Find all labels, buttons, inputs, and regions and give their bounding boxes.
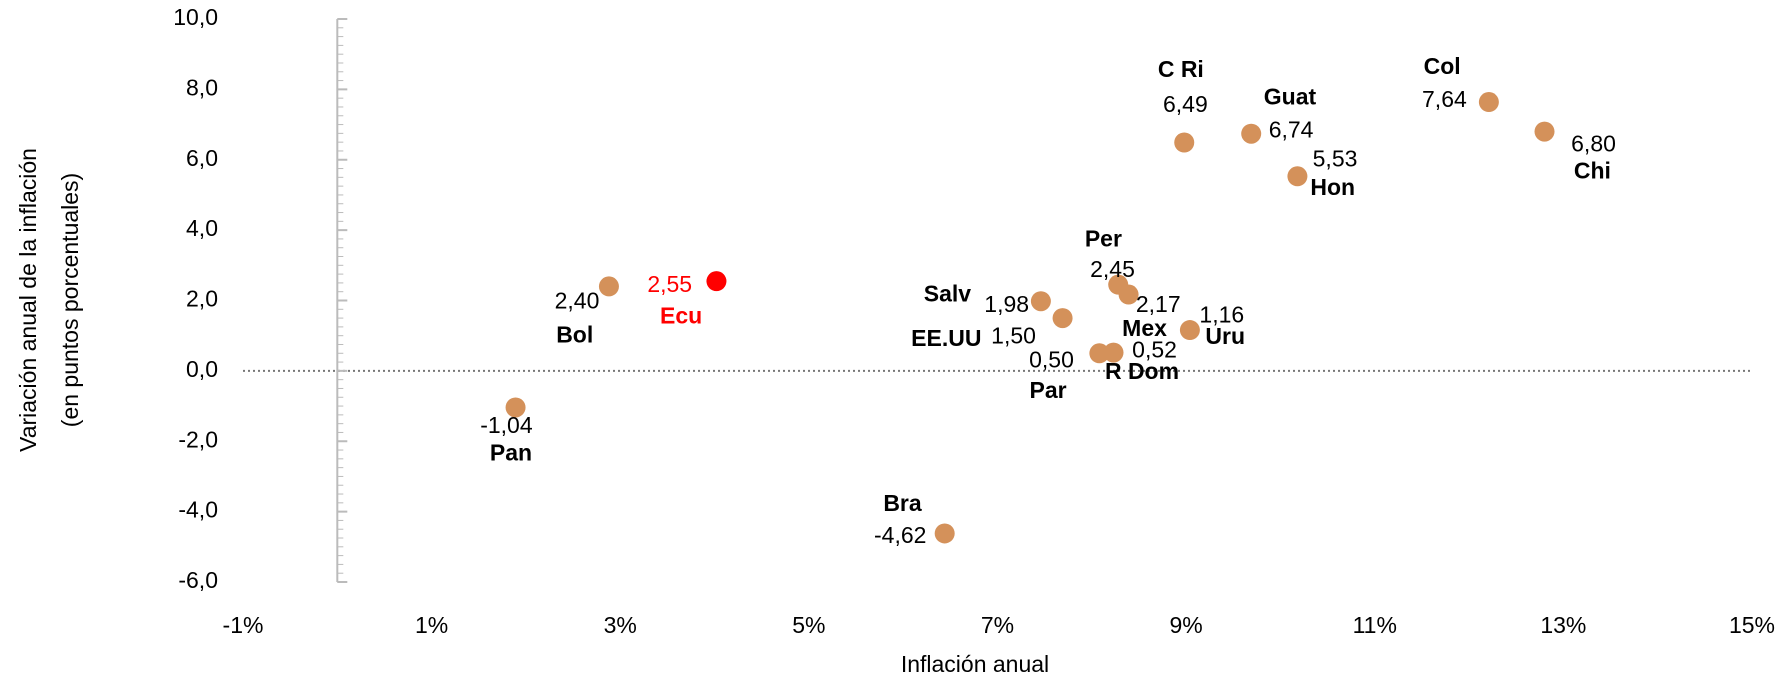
y-axis-title: Variación anual de la inflación — [15, 148, 41, 452]
point — [1287, 166, 1308, 187]
value-label: 2,17 — [1136, 291, 1181, 317]
point — [1030, 291, 1051, 312]
y-tick-label: 0,0 — [186, 356, 218, 382]
value-label: 0,52 — [1132, 337, 1177, 363]
value-label: 6,80 — [1571, 130, 1616, 156]
point-name: Bra — [883, 490, 922, 516]
x-tick-label: 5% — [792, 612, 825, 638]
x-tick-label: 9% — [1170, 612, 1203, 638]
value-label: 2,45 — [1090, 256, 1135, 282]
point-name: Salv — [924, 281, 972, 307]
x-tick-label: 13% — [1540, 612, 1586, 638]
point — [934, 523, 955, 544]
x-tick-label: 15% — [1729, 612, 1775, 638]
value-label: 7,64 — [1422, 86, 1467, 112]
y-tick-label: 8,0 — [186, 74, 218, 100]
value-label: 2,40 — [555, 287, 600, 313]
y-tick-label: -6,0 — [178, 567, 218, 593]
point — [1179, 320, 1200, 341]
y-tick-label: 2,0 — [186, 286, 218, 312]
point-name: Bol — [556, 322, 593, 348]
point — [1103, 342, 1124, 363]
y-tick-label: 10,0 — [173, 4, 218, 30]
x-tick-label: 3% — [604, 612, 637, 638]
y-axis-title: (en puntos porcentuales) — [57, 173, 83, 427]
value-label: 0,50 — [1029, 346, 1074, 372]
point-name: C Ri — [1158, 56, 1204, 82]
point-name: Par — [1030, 377, 1067, 403]
point-name: Chi — [1574, 158, 1611, 184]
value-label: 6,49 — [1163, 91, 1208, 117]
point-name: Mex — [1122, 315, 1167, 341]
y-tick-label: 6,0 — [186, 145, 218, 171]
y-tick-label: 4,0 — [186, 215, 218, 241]
value-label: 1,98 — [984, 291, 1029, 317]
x-tick-label: 7% — [981, 612, 1014, 638]
point — [1089, 343, 1110, 364]
value-label: 1,16 — [1199, 301, 1244, 327]
point-name: Per — [1085, 225, 1122, 251]
y-tick-label: -4,0 — [178, 497, 218, 523]
value-label: 5,53 — [1313, 145, 1358, 171]
point-name: Uru — [1205, 323, 1245, 349]
point — [1478, 92, 1499, 113]
point-name: Ecu — [660, 303, 702, 329]
value-label: -4,62 — [874, 522, 926, 548]
point — [1241, 123, 1262, 144]
value-label: 6,74 — [1269, 117, 1314, 143]
x-tick-label: 11% — [1353, 612, 1397, 638]
point-name: Hon — [1310, 174, 1355, 200]
y-tick-label: -2,0 — [178, 426, 218, 452]
point-name: EE.UU — [911, 325, 981, 351]
x-axis-title: Inflación anual — [901, 651, 1049, 677]
value-label: 2,55 — [647, 271, 692, 297]
value-label: 1,50 — [991, 323, 1036, 349]
x-tick-label: -1% — [223, 612, 264, 638]
point — [1052, 308, 1073, 329]
point — [598, 276, 619, 297]
value-label: -1,04 — [480, 412, 533, 438]
point — [1118, 284, 1139, 305]
point-name: Guat — [1264, 83, 1317, 109]
point-name: R Dom — [1105, 358, 1179, 384]
point-name: Col — [1424, 53, 1461, 79]
point — [706, 271, 727, 292]
point-name: Pan — [490, 439, 532, 465]
point — [505, 397, 526, 418]
point — [1174, 132, 1195, 153]
point — [1534, 121, 1555, 142]
x-tick-label: 1% — [415, 612, 448, 638]
